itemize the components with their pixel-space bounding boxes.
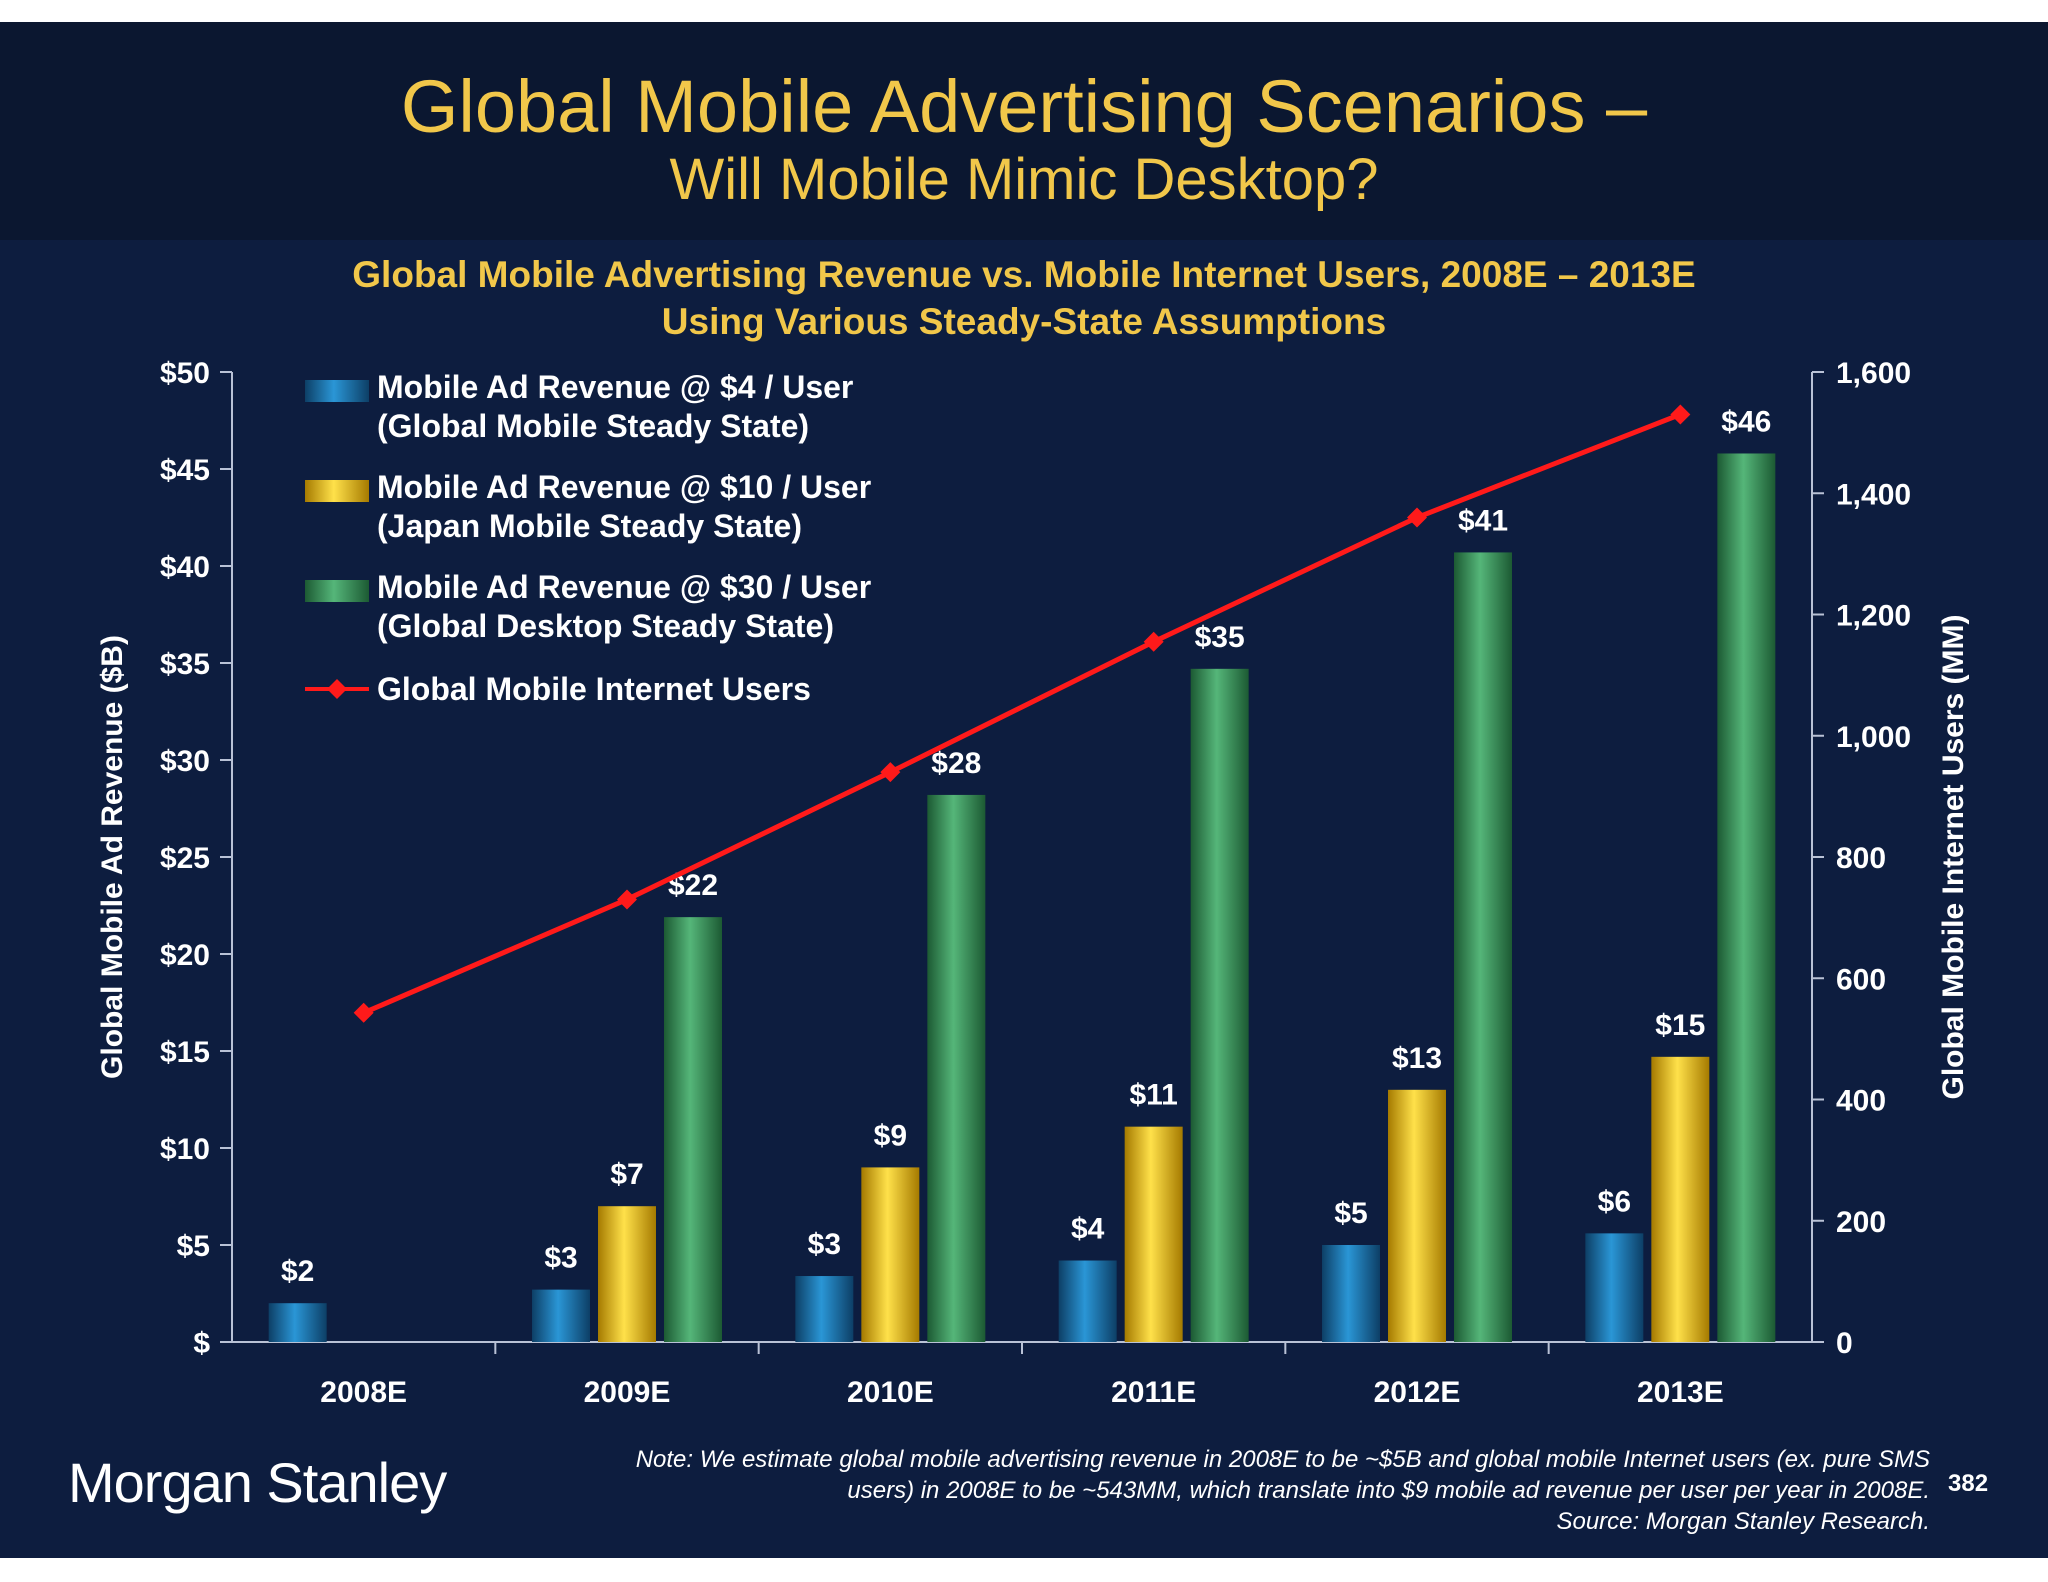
footnote-line: Note: We estimate global mobile advertis… [635,1446,1930,1473]
right-y-tick-label: 800 [1836,842,1886,875]
left-y-tick-label: $20 [160,939,210,972]
x-tick-label: 2009E [584,1376,671,1409]
left-y-tick-label: $15 [160,1036,210,1069]
bar-blue [795,1276,854,1342]
slide: Global Mobile Advertising Scenarios – Wi… [0,22,2048,1558]
x-tick-label: 2012E [1374,1376,1461,1409]
bar-blue [1058,1260,1117,1342]
slide-title: Global Mobile Advertising Scenarios – [400,65,1648,148]
legend-line-marker [327,679,347,699]
left-y-axis-title: Global Mobile Ad Revenue ($B) [96,635,129,1079]
left-y-tick-label: $25 [160,842,210,875]
right-y-tick-label: 400 [1836,1085,1886,1118]
chart-title: Global Mobile Advertising Revenue vs. Mo… [352,254,1696,295]
page-number: 382 [1948,1470,1989,1497]
bar-data-label: $3 [544,1242,577,1275]
users-line [362,412,1682,1016]
chart-area: $ $5 $10 $15 $20 $25 $30 $35 $40 $45 $50 0 200 400 600… [96,357,1970,1409]
users-line-marker [1407,507,1427,528]
morgan-stanley-logo: Morgan Stanley [68,1451,447,1514]
footnote-line: users) in 2008E to be ~543MM, which tran… [847,1477,1930,1504]
bar-green [1454,552,1512,1342]
right-y-axis-title: Global Mobile Internet Users (MM) [1937,614,1970,1099]
left-y-tick-label: $ [193,1327,210,1360]
bar-gold [1124,1126,1183,1342]
bar-green [1190,668,1249,1342]
bar-data-label: $6 [1598,1185,1631,1218]
bar-data-label: $2 [281,1255,314,1288]
legend-label: (Japan Mobile Steady State) [377,508,802,544]
source-line: Source: Morgan Stanley Research. [1556,1508,1930,1535]
bar-blue [1585,1233,1644,1342]
left-y-tick-label: $10 [160,1133,210,1166]
x-tick-label: 2008E [320,1376,407,1409]
users-line-marker [353,1002,374,1023]
bar-data-label: $9 [874,1119,907,1152]
users-line-marker [617,889,637,910]
users-line-marker [1670,404,1691,425]
bar-blue [532,1289,590,1342]
bar-data-label: $3 [808,1228,841,1261]
right-y-tick-label: 1,600 [1836,357,1911,390]
left-y-tick-label: $45 [160,454,210,487]
left-y-tick-label: $30 [160,745,210,778]
left-y-tick-label: $40 [160,551,210,584]
x-tick-label: 2013E [1637,1376,1724,1409]
bar-data-label: $41 [1458,504,1508,537]
users-line-marker [880,762,901,783]
bar-gold [1388,1089,1446,1342]
bar-data-label: $15 [1655,1009,1705,1042]
chart-subtitle: Using Various Steady-State Assumptions [661,301,1387,342]
right-y-tick-label: 0 [1836,1327,1853,1360]
legend-label: Mobile Ad Revenue @ $10 / User [377,469,871,505]
legend-swatch-blue [305,380,369,402]
right-y-tick-label: 1,000 [1836,721,1911,754]
bar-green [1717,453,1776,1343]
bar-data-label: $7 [610,1158,643,1191]
bar-gold [598,1206,656,1342]
right-y-tick-label: 1,200 [1836,600,1911,633]
right-y-tick-label: 600 [1836,963,1886,996]
slide-header: Global Mobile Advertising Scenarios – Wi… [0,22,2048,240]
bar-data-label: $11 [1129,1079,1177,1112]
bar-gold [861,1167,920,1342]
footnote: Note: We estimate global mobile advertis… [430,1444,1930,1537]
bar-green [664,917,722,1342]
bar-blue [1322,1245,1380,1342]
bar-green [927,794,986,1342]
bar-data-label: $46 [1721,405,1771,438]
legend-swatch-green [305,580,369,602]
bar-data-label: $13 [1392,1042,1442,1075]
bar-data-label: $28 [931,747,981,780]
legend-label: Mobile Ad Revenue @ $4 / User [377,369,853,405]
bar-gold [1651,1056,1710,1342]
slide-subtitle: Will Mobile Mimic Desktop? [669,147,1379,212]
x-tick-label: 2010E [847,1376,934,1409]
legend-swatch-gold [305,480,369,502]
left-y-tick-label: $5 [177,1230,210,1263]
right-y-tick-label: 200 [1836,1206,1886,1239]
right-y-tick-label: 1,400 [1836,478,1911,511]
legend-label: Mobile Ad Revenue @ $30 / User [377,569,871,605]
left-y-tick-label: $35 [160,648,210,681]
users-line-marker [1143,631,1164,652]
legend-label: (Global Desktop Steady State) [377,608,834,644]
x-tick-label: 2011E [1111,1376,1196,1409]
bar-data-label: $5 [1334,1197,1367,1230]
bar-data-label: $4 [1071,1213,1105,1246]
bar-blue [268,1303,327,1342]
left-y-tick-label: $50 [160,357,210,390]
bar-data-label: $35 [1195,621,1245,654]
legend-label: Global Mobile Internet Users [377,671,811,707]
legend-label: (Global Mobile Steady State) [377,408,809,444]
